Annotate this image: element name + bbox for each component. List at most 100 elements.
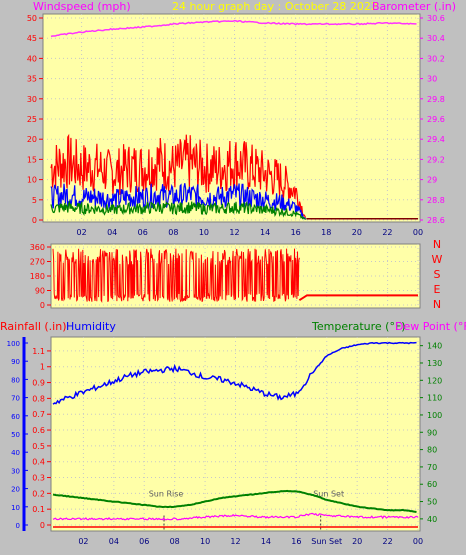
wind-x-tick-label: 20: [352, 228, 362, 237]
lower-x-tick-label: 00: [413, 537, 423, 546]
barometer-y-tick-label: 29.4: [427, 135, 445, 144]
barometer-y-tick-label: 28.8: [427, 196, 445, 205]
sunset-label: Sun Set: [313, 490, 344, 499]
rainfall-y-tick-label: 0.6: [32, 426, 45, 435]
temperature-axis-label: Temperature (°F): [311, 320, 406, 333]
direction-y-tick-label: 90: [35, 287, 45, 296]
rainfall-y-tick-label: 0.7: [32, 410, 45, 419]
barometer-axis-label: Barometer (.in): [372, 0, 456, 13]
lower-x-tick-label: 02: [78, 537, 88, 546]
chart-layer: 0510152025303540455028.628.82929.229.429…: [7, 14, 445, 546]
temperature-y-tick-label: 50: [427, 498, 437, 507]
lower-x-tick-label: 20: [352, 537, 362, 546]
direction-y-tick-label: 180: [30, 272, 45, 281]
wind-series-line-0: [50, 133, 307, 218]
wind-y-tick-label: 30: [27, 95, 37, 104]
rainfall-y-tick-label: 0.4: [32, 458, 45, 467]
wind-x-tick-label: 10: [199, 228, 209, 237]
direction-noisy-line: [52, 248, 300, 303]
lower-x-tick-label: 16: [291, 537, 301, 546]
wind-x-tick-label: 22: [382, 228, 392, 237]
temperature-line: [52, 489, 417, 513]
barometer-y-tick-label: 30.2: [427, 54, 445, 63]
barometer-y-tick-label: 29.6: [427, 115, 445, 124]
temperature-y-tick-label: 60: [427, 480, 437, 489]
humidity-y-tick-label: 80: [11, 376, 20, 384]
wind-y-tick-label: 35: [27, 75, 37, 84]
windspeed-axis-label: Windspeed (mph): [33, 0, 131, 13]
humidity-axis-label: Humidity: [66, 320, 116, 333]
temperature-y-tick-label: 110: [427, 394, 442, 403]
humidity-y-tick-label: 90: [11, 358, 20, 366]
humidity-y-tick-label: 20: [11, 486, 20, 494]
direction-compass-label: N: [433, 238, 441, 251]
humidity-y-tick-label: 10: [11, 504, 20, 512]
temperature-y-tick-label: 90: [427, 428, 437, 437]
temperature-y-tick-label: 40: [427, 515, 437, 524]
barometer-y-tick-label: 30.4: [427, 34, 445, 43]
wind-x-tick-label: 08: [168, 228, 178, 237]
barometer-y-tick-label: 29.2: [427, 155, 445, 164]
dewpoint-axis-label: Dew Point (°F): [395, 320, 466, 333]
rainfall-y-tick-label: 1.1: [32, 347, 45, 356]
lower-x-tick-label: 12: [230, 537, 240, 546]
temperature-y-tick-label: 80: [427, 446, 437, 455]
temperature-y-tick-label: 120: [427, 376, 442, 385]
graph-title: 24 hour graph day : October 28 2022: [172, 0, 378, 13]
lower-x-tick-label: 06: [139, 537, 149, 546]
humidity-y-tick-label: 70: [11, 395, 20, 403]
barometer-y-tick-label: 28.6: [427, 216, 445, 225]
barometer-line: [50, 19, 417, 38]
barometer-y-tick-label: 29.8: [427, 95, 445, 104]
direction-compass-label: S: [434, 268, 441, 281]
direction-compass-label: E: [434, 283, 441, 296]
rainfall-y-tick-label: 0.3: [32, 474, 45, 483]
dewpoint-line: [52, 512, 419, 521]
rainfall-y-tick-label: 0.1: [32, 505, 45, 514]
barometer-y-tick-label: 30: [427, 75, 437, 84]
temperature-y-tick-label: 70: [427, 463, 437, 472]
lower-x-tick-label: 04: [109, 537, 119, 546]
wind-y-tick-label: 5: [32, 196, 37, 205]
temperature-y-tick-label: 100: [427, 411, 442, 420]
rainfall-y-tick-label: 0.2: [32, 489, 45, 498]
rainfall-y-tick-label: 1: [40, 363, 45, 372]
wind-x-tick-label: 02: [76, 228, 86, 237]
wind-y-tick-label: 15: [27, 155, 37, 164]
temperature-y-tick-label: 130: [427, 359, 442, 368]
wind-y-tick-label: 25: [27, 115, 37, 124]
humidity-y-tick-label: 50: [11, 431, 20, 439]
temperature-y-tick-label: 140: [427, 342, 442, 351]
wind-x-tick-label: 18: [321, 228, 331, 237]
rainfall-y-tick-label: 0.5: [32, 442, 45, 451]
lower-x-tick-label: 14: [261, 537, 271, 546]
humidity-y-tick-label: 0: [16, 522, 20, 530]
wind-y-tick-label: 10: [27, 176, 37, 185]
wind-y-tick-label: 0: [32, 216, 37, 225]
wind-series-line-1: [50, 183, 307, 220]
rainfall-axis-label: Rainfall (.in): [0, 320, 67, 333]
rainfall-y-tick-label: 0.9: [32, 379, 45, 388]
direction-y-tick-label: 270: [30, 258, 45, 267]
wind-y-tick-label: 20: [27, 135, 37, 144]
direction-compass-label: N: [433, 298, 441, 311]
rainfall-y-tick-label: 0: [40, 521, 45, 530]
humidity-y-tick-label: 60: [11, 413, 20, 421]
lower-x-tick-label: 08: [170, 537, 180, 546]
humidity-y-tick-label: 40: [11, 449, 20, 457]
direction-y-tick-label: 360: [30, 243, 45, 252]
direction-compass-label: W: [432, 253, 443, 266]
wind-series-line-2: [50, 199, 307, 220]
wind-y-tick-label: 45: [27, 34, 37, 43]
barometer-y-tick-label: 29: [427, 176, 437, 185]
lower-x-tick-label: Sun Set: [311, 537, 342, 546]
wind-x-tick-label: 04: [107, 228, 117, 237]
wind-x-tick-label: 12: [229, 228, 239, 237]
barometer-y-tick-label: 30.6: [427, 14, 445, 23]
wind-y-tick-label: 40: [27, 54, 37, 63]
wind-y-tick-label: 50: [27, 14, 37, 23]
direction-steady-line: [298, 294, 418, 302]
sunrise-label: Sun Rise: [149, 490, 184, 499]
